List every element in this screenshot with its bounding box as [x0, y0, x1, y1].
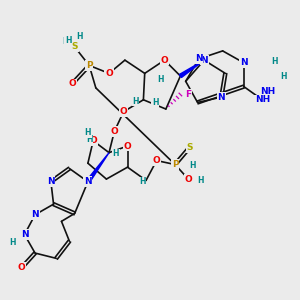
Text: O: O: [153, 156, 160, 165]
Text: H: H: [65, 36, 71, 45]
Text: O: O: [184, 175, 192, 184]
Text: O: O: [120, 107, 128, 116]
Polygon shape: [179, 60, 204, 77]
Text: N: N: [240, 58, 247, 67]
Text: H: H: [86, 135, 92, 144]
Text: H: H: [9, 238, 16, 247]
Text: H: H: [152, 98, 158, 107]
Text: H: H: [280, 71, 287, 80]
Text: P: P: [86, 61, 92, 70]
Text: O: O: [105, 69, 113, 78]
Text: N: N: [21, 230, 28, 239]
Text: H: H: [112, 149, 119, 158]
Text: H: H: [9, 238, 16, 247]
Text: F: F: [185, 90, 191, 99]
Text: O: O: [161, 56, 168, 65]
Text: S: S: [186, 143, 193, 152]
Text: O: O: [68, 80, 76, 88]
Text: O: O: [18, 263, 26, 272]
Text: N: N: [47, 177, 55, 186]
Text: H: H: [139, 177, 145, 186]
Text: P: P: [172, 160, 178, 169]
Text: N: N: [31, 210, 39, 219]
Text: O: O: [124, 142, 131, 151]
Text: N: N: [218, 93, 225, 102]
Text: H: H: [196, 175, 202, 184]
Text: H: H: [271, 57, 278, 66]
Text: N: N: [84, 177, 92, 186]
Text: NH: NH: [255, 95, 270, 104]
Text: NH: NH: [260, 87, 275, 96]
Text: H: H: [157, 76, 164, 85]
Text: H: H: [132, 97, 139, 106]
Text: H: H: [62, 37, 69, 46]
Text: H: H: [197, 176, 203, 185]
Text: H: H: [189, 161, 196, 170]
Text: H: H: [85, 128, 91, 137]
Text: H: H: [77, 32, 83, 41]
Text: N: N: [195, 54, 203, 63]
Text: O: O: [110, 127, 118, 136]
Text: S: S: [71, 42, 78, 51]
Text: O: O: [89, 136, 97, 145]
Polygon shape: [86, 153, 109, 183]
Text: N: N: [200, 56, 208, 65]
